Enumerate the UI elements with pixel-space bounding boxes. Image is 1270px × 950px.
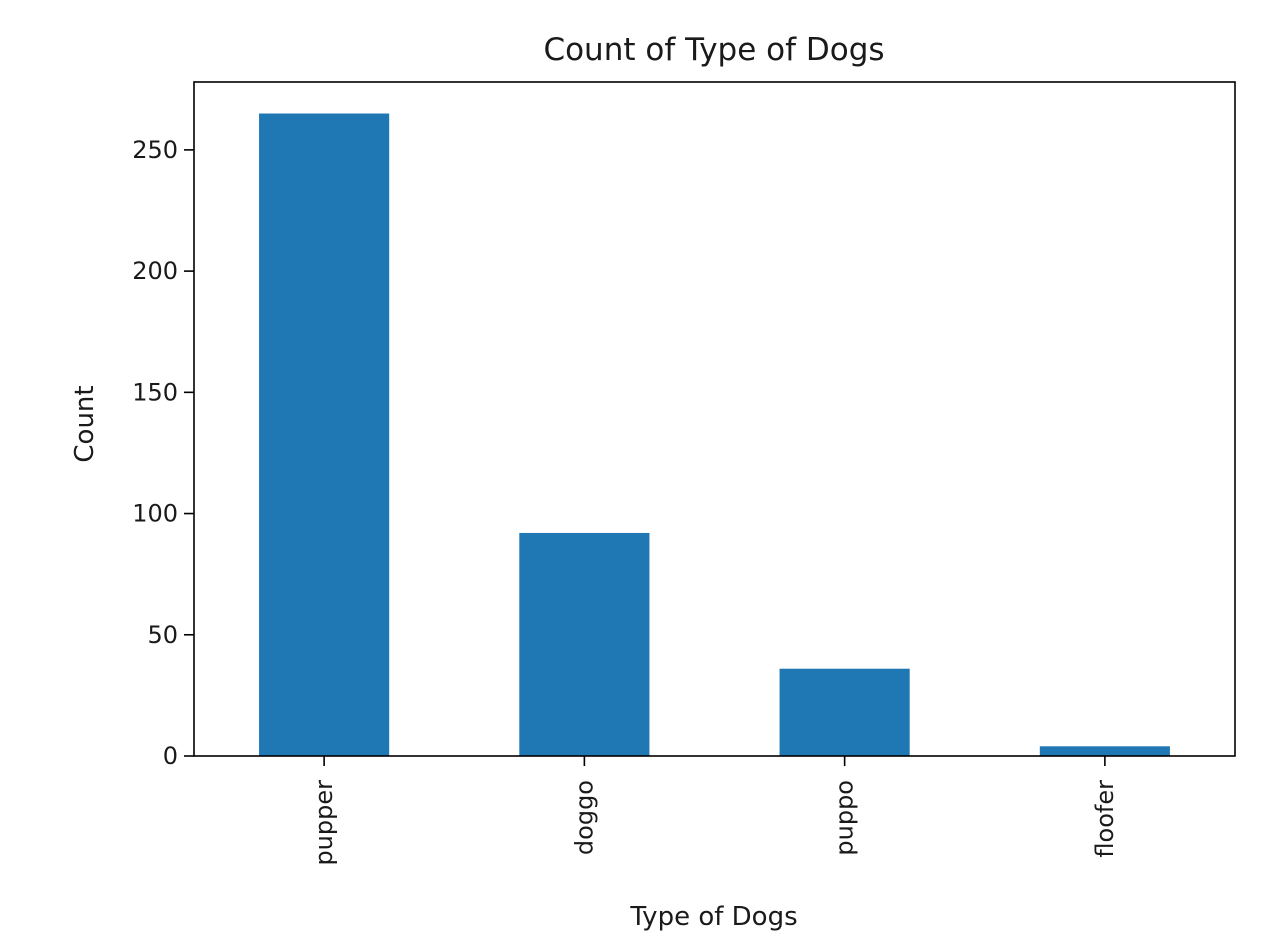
y-tick-label: 50	[147, 621, 178, 649]
x-tick-label: doggo	[570, 780, 598, 855]
x-axis: pupper doggo puppo floofer	[310, 756, 1119, 866]
y-axis: 0 50 100 150 200 250	[132, 136, 194, 770]
x-tick-label: pupper	[310, 780, 338, 866]
plot-frame	[193, 81, 1236, 757]
y-tick-label: 0	[163, 742, 178, 770]
x-tick-label: floofer	[1091, 780, 1119, 858]
bar-floofer	[1039, 746, 1170, 756]
x-axis-label: Type of Dogs	[629, 902, 797, 932]
y-tick-label: 250	[132, 136, 178, 164]
bar-pupper	[259, 113, 390, 756]
x-tick-label: puppo	[831, 780, 859, 856]
bar-puppo	[779, 668, 910, 756]
y-axis-label: Count	[70, 385, 100, 462]
bar-doggo	[519, 532, 650, 756]
y-tick-label: 100	[132, 500, 178, 528]
y-tick-label: 150	[132, 378, 178, 406]
bars-group	[259, 113, 1170, 756]
chart-title: Count of Type of Dogs	[543, 32, 884, 68]
y-tick-label: 200	[132, 257, 178, 285]
